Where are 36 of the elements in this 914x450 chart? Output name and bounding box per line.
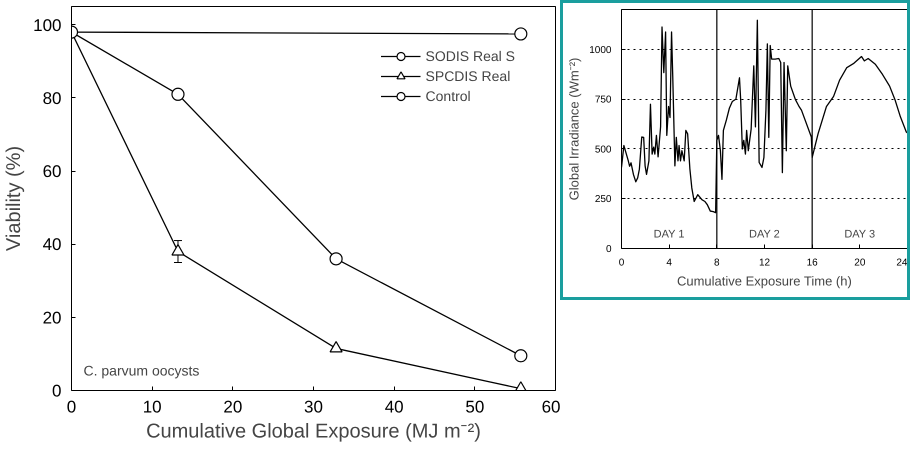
x-tick-label: 12 [758,258,770,268]
y-tick-label: 250 [594,194,612,206]
y-axis-title: Viability (%) [3,146,26,252]
y-tick-label: 0 [606,244,612,255]
x-tick-label: 24 [896,258,908,268]
x-tick-label: 16 [806,258,818,268]
x-tick-label: 60 [542,398,561,416]
y-tick-label: 40 [42,235,62,254]
x-tick-label: 8 [714,258,720,268]
x-tick-label: 20 [854,258,866,268]
y-tick-label: 100 [33,16,62,35]
y-tick-label: 60 [42,162,62,182]
legend-label: Control [426,88,471,104]
annotation: DAY 1 [654,228,684,240]
y-tick-label: 20 [42,308,62,328]
x-tick-label: 20 [223,398,242,416]
annotation: C. parvum oocysts [84,362,200,378]
x-tick-label: 10 [142,398,162,416]
annotation: DAY 3 [844,228,876,240]
annotation: DAY 2 [749,228,780,240]
x-tick-label: 0 [618,258,625,268]
x-tick-label: 4 [666,258,672,268]
y-tick-label: 80 [42,88,62,108]
x-tick-label: 40 [384,398,404,416]
x-tick-label: 50 [465,398,484,416]
y-axis-title: Global Irradiance (Wm⁻²) [566,58,582,200]
x-axis-title: Cumulative Global Exposure (MJ m⁻²) [146,420,481,442]
x-axis-title: Cumulative Exposure Time (h) [676,274,852,288]
y-tick-label: 1000 [589,44,612,56]
legend-label: SPCDIS Real [426,68,510,84]
y-tick-label: 750 [594,94,612,106]
legend-label: SODIS Real S [426,48,515,64]
y-tick-label: 500 [594,144,612,156]
y-tick-label: 0 [52,382,62,400]
x-tick-label: 0 [66,398,76,416]
x-tick-label: 30 [304,398,323,416]
